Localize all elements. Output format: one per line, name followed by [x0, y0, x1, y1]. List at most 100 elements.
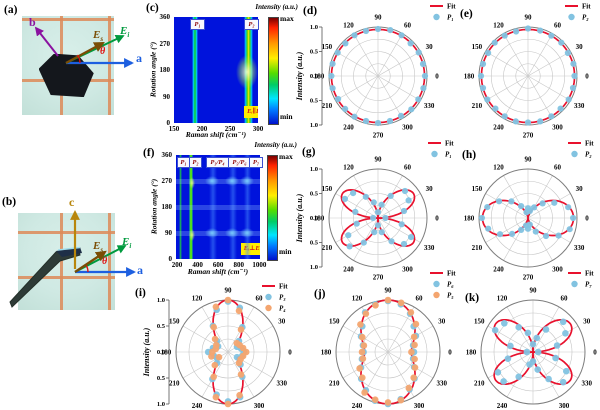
y-tick-label: 270: [161, 177, 173, 185]
data-point-P₁: [374, 209, 382, 216]
legend-label: P₇: [585, 281, 592, 289]
angle-tick-label: 0: [435, 72, 439, 80]
data-point-P₅: [358, 348, 366, 356]
angle-tick-label: 240: [493, 265, 504, 273]
angle-tick-label: 30: [426, 43, 434, 51]
data-point-P₂: [532, 228, 539, 235]
polar-grid-circle: [490, 38, 566, 114]
angle-tick-label: 210: [329, 379, 340, 387]
panel-label-j: (j): [314, 288, 326, 300]
faint-peak-band: [229, 155, 237, 259]
peak-line-p1: [179, 155, 182, 259]
angle-tick-label: 90: [530, 286, 538, 294]
polar-grid-circle: [353, 193, 403, 243]
data-point-P₄: [212, 303, 220, 311]
legend-label: Fit: [447, 270, 456, 278]
data-point-P₅: [357, 321, 364, 328]
data-point-P₁: [419, 60, 427, 68]
data-point-P₇: [553, 342, 561, 349]
panel-label-k: (k): [465, 292, 480, 304]
colorbar-min-label: min: [280, 112, 293, 121]
polar-grid-circle: [340, 180, 416, 256]
data-point-P₁: [400, 207, 408, 215]
intensity-hotspot: [205, 228, 219, 238]
colorbar-min-label: min: [279, 247, 292, 256]
angle-tick-label: 0: [448, 348, 452, 356]
radial-tick-label: 1.0: [310, 24, 318, 31]
peak-line-p2: [189, 155, 193, 259]
grid-line: [108, 213, 111, 310]
angle-tick-label: 300: [552, 123, 563, 131]
radial-tick-label: 1.0: [310, 166, 318, 173]
angle-tick-label: 210: [322, 244, 333, 252]
legend-swatch-dot: [568, 13, 575, 21]
data-point-P₅: [360, 342, 368, 349]
colorbar-title: Intensity (a.u.): [254, 141, 297, 149]
polar-grid-circle: [365, 63, 391, 89]
data-point-P₂: [566, 226, 573, 233]
radial-axis-title: Intensity (a.u.): [142, 327, 151, 377]
data-point-P₁: [378, 229, 385, 236]
angle-tick-label: 240: [352, 402, 363, 410]
data-point-P₂: [501, 113, 508, 120]
panel-label-d: (d): [303, 5, 318, 17]
y-tick-label: 180: [159, 66, 171, 74]
data-point-P₇: [563, 367, 570, 375]
polar-panel-h: 0 30 60 90 120 150 180 210 240 270 300 330 Fit P₂: [464, 140, 594, 282]
data-point-P₂: [539, 200, 546, 207]
polar-grid-circle: [506, 325, 560, 379]
panel-label-e: (e): [460, 8, 473, 20]
angle-tick-label: 270: [523, 131, 534, 139]
radial-tick-label: 0.0: [157, 349, 165, 356]
angle-tick-label: 120: [343, 163, 354, 171]
angle-tick-label: 300: [402, 123, 413, 131]
data-point-P₇: [515, 373, 522, 381]
angle-tick-label: 30: [576, 185, 584, 193]
legend-swatch-dot: [433, 13, 440, 21]
data-point-P₁: [397, 112, 405, 119]
angle-tick-label: 90: [375, 13, 383, 21]
grid-line: [18, 276, 115, 279]
intensity-hotspot: [189, 177, 195, 189]
x-tick-label: 200: [196, 125, 208, 133]
panel-label-a: (a): [4, 4, 18, 16]
data-point-P₂: [501, 32, 508, 39]
data-point-P₂: [565, 96, 572, 103]
polar-grid-circle: [340, 38, 416, 114]
legend-swatch-dot: [433, 280, 440, 288]
data-point-P₂: [508, 198, 515, 205]
colorbar-title: Intensity (a.u.): [255, 3, 298, 11]
polarization-config-label: Eᵢ∥Eₛ: [244, 106, 258, 118]
angle-tick-label: 0: [593, 348, 597, 356]
data-point-P₄: [237, 326, 245, 333]
micrograph-a-arrows: [34, 26, 134, 68]
polar-panel-d: 03060901201501802102402703003301.00.50.0…: [295, 3, 456, 140]
angle-tick-label: 270: [373, 131, 384, 139]
data-point-P₄: [210, 373, 217, 381]
angle-tick-label: 180: [464, 214, 475, 222]
legend-label: P₅: [447, 292, 454, 300]
angle-tick-label: 240: [343, 265, 354, 273]
angle-tick-label: 60: [256, 295, 264, 303]
data-point-P₁: [401, 187, 409, 195]
x-tick-label: 250: [224, 125, 236, 133]
a-axis-label: a: [136, 51, 142, 65]
legend-swatch-dot: [265, 293, 272, 301]
data-point-P₁: [351, 32, 358, 39]
data-point-P₅: [411, 355, 418, 363]
a-axis-label: a: [137, 263, 143, 277]
angle-tick-label: 330: [436, 379, 447, 387]
angle-tick-label: 300: [559, 402, 570, 410]
angle-tick-label: 60: [404, 163, 412, 171]
raman-map-cross: Eᵢ⊥Eₛ: [176, 155, 260, 259]
data-point-P₂: [518, 226, 525, 233]
colorbar-max-label: max: [279, 152, 293, 161]
data-point-P₇: [542, 326, 550, 333]
data-point-P₂: [484, 204, 491, 211]
data-point-P₅: [359, 333, 366, 341]
polar-grid-circle: [490, 180, 566, 256]
theta-label: θ: [100, 46, 106, 57]
ei-label: Ei: [122, 236, 132, 251]
angle-tick-label: 180: [321, 348, 332, 356]
